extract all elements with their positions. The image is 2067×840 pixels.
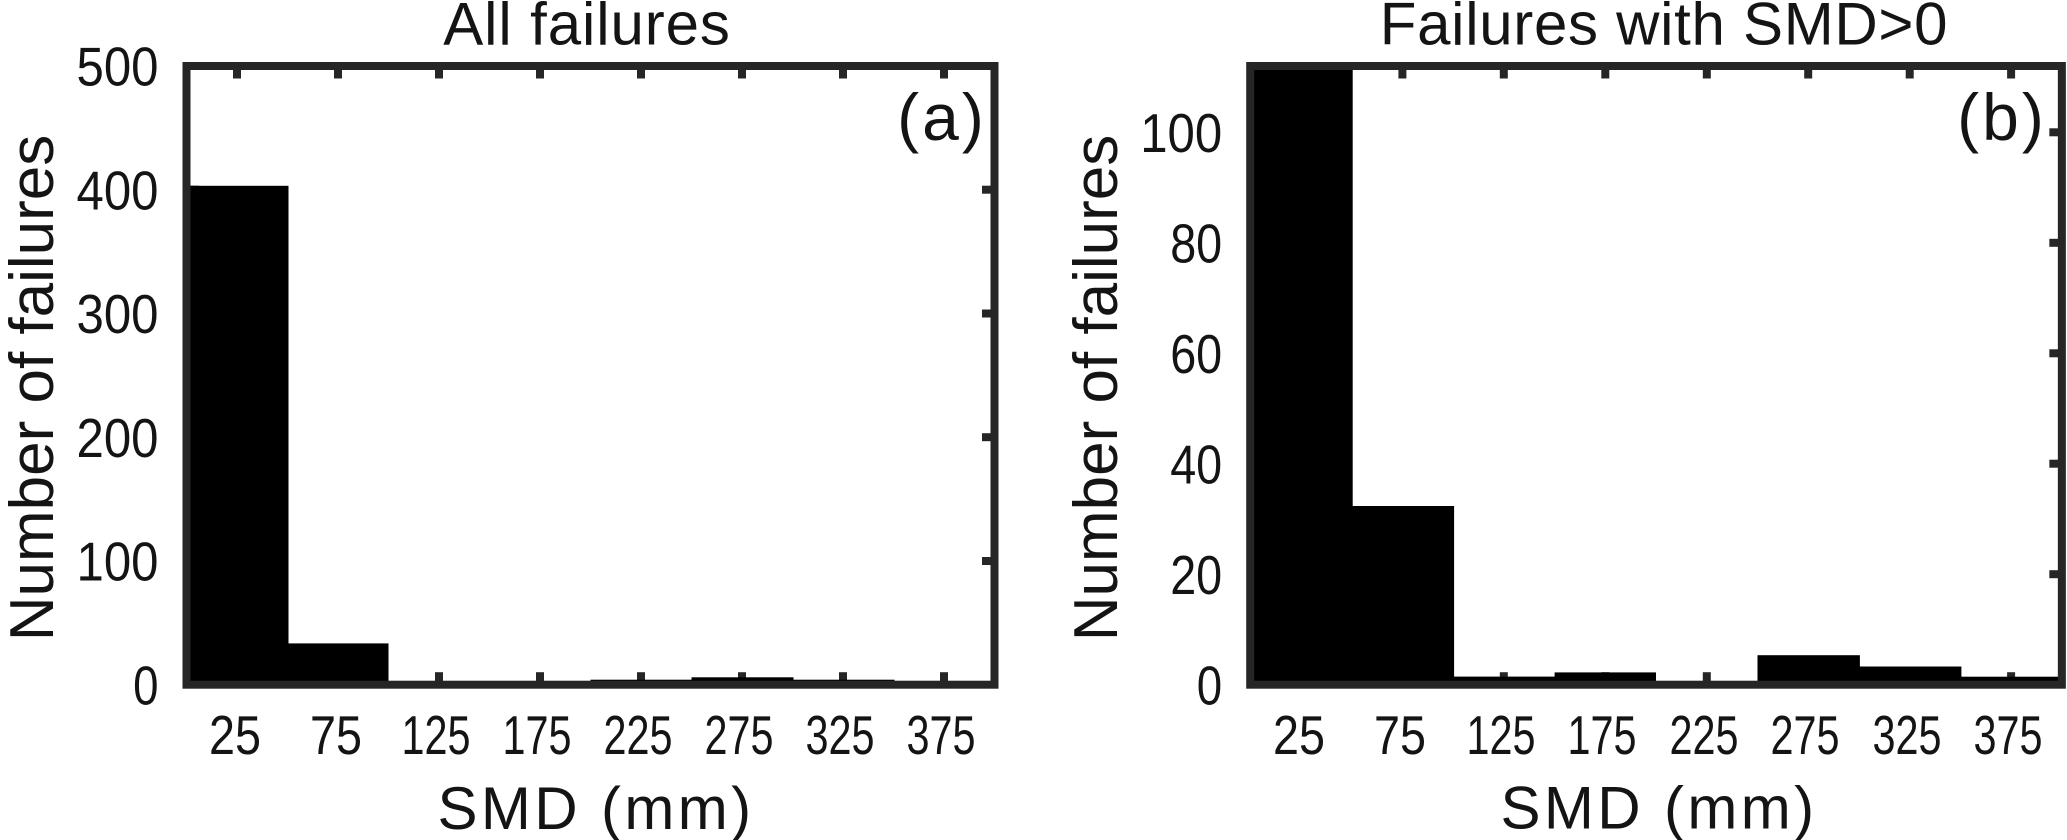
svg-text:0: 0 [133,654,158,716]
svg-text:375: 375 [1974,704,2043,766]
svg-text:325: 325 [1873,704,1942,766]
svg-text:100: 100 [1140,102,1222,164]
svg-text:225: 225 [604,704,673,766]
svg-text:SMD (mm): SMD (mm) [1500,775,1817,840]
svg-text:0: 0 [1197,654,1222,716]
svg-text:(a): (a) [897,80,987,154]
svg-text:40: 40 [1170,433,1222,495]
svg-text:400: 400 [77,159,159,221]
svg-text:500: 500 [77,36,159,98]
svg-text:60: 60 [1170,323,1222,385]
svg-text:75: 75 [1374,704,1426,766]
svg-text:325: 325 [806,704,875,766]
svg-text:125: 125 [1467,704,1536,766]
svg-text:(b): (b) [1957,80,2047,154]
svg-text:275: 275 [1771,704,1840,766]
svg-text:375: 375 [907,704,976,766]
svg-text:200: 200 [77,407,159,469]
svg-text:Number of failures: Number of failures [1062,135,1131,642]
svg-text:75: 75 [310,704,362,766]
svg-text:All failures: All failures [443,0,731,58]
svg-text:80: 80 [1170,213,1222,275]
svg-text:175: 175 [503,704,572,766]
svg-text:SMD (mm): SMD (mm) [437,775,754,840]
svg-text:125: 125 [402,704,471,766]
svg-text:275: 275 [705,704,774,766]
svg-text:100: 100 [77,531,159,593]
svg-text:25: 25 [1273,704,1325,766]
svg-text:Number of failures: Number of failures [0,135,67,642]
svg-text:225: 225 [1670,704,1739,766]
svg-text:25: 25 [209,704,261,766]
svg-text:20: 20 [1170,544,1222,606]
svg-text:175: 175 [1568,704,1637,766]
svg-text:Failures with SMD>0: Failures with SMD>0 [1380,0,1948,58]
svg-text:300: 300 [77,283,159,345]
